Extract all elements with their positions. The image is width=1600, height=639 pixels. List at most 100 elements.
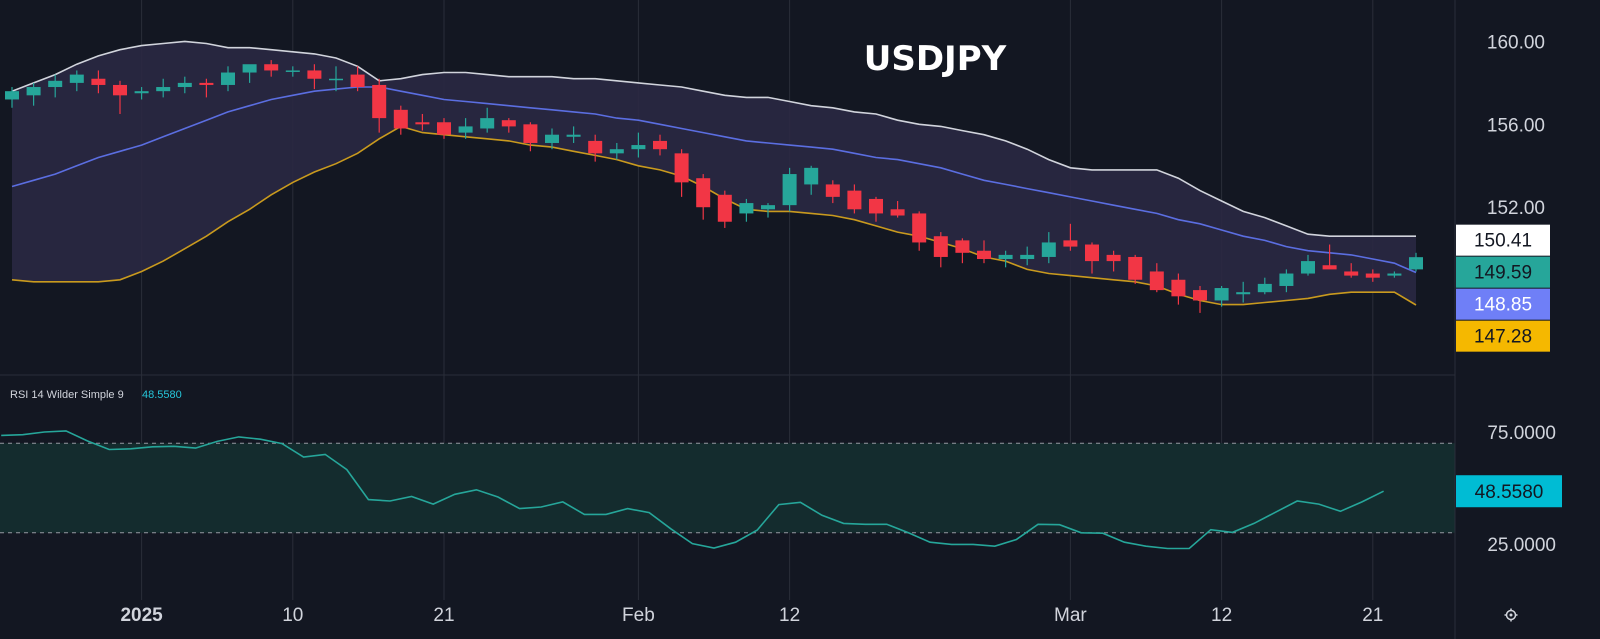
candle[interactable] bbox=[5, 87, 19, 108]
candle[interactable] bbox=[350, 66, 365, 92]
candle[interactable] bbox=[588, 134, 603, 162]
bollinger-band-area bbox=[12, 41, 1416, 306]
candle[interactable] bbox=[221, 66, 235, 92]
candle[interactable] bbox=[1020, 246, 1035, 266]
candle[interactable] bbox=[458, 118, 473, 139]
settings-gear-icon[interactable] bbox=[1504, 608, 1518, 622]
candle-body bbox=[1214, 288, 1229, 301]
candle[interactable] bbox=[739, 198, 754, 222]
price-badge-label: 147.28 bbox=[1474, 327, 1532, 348]
candle[interactable] bbox=[1279, 269, 1294, 293]
candle[interactable] bbox=[653, 134, 667, 156]
candle-body bbox=[242, 64, 257, 73]
candle[interactable] bbox=[912, 211, 927, 251]
candle[interactable] bbox=[1301, 254, 1315, 276]
candle[interactable] bbox=[1063, 223, 1078, 251]
candle[interactable] bbox=[1171, 273, 1186, 305]
candle[interactable] bbox=[501, 118, 516, 133]
candle[interactable] bbox=[26, 82, 41, 106]
candle[interactable] bbox=[804, 165, 819, 195]
candle[interactable] bbox=[415, 113, 430, 131]
candle[interactable] bbox=[1128, 254, 1143, 284]
candle-body bbox=[847, 190, 862, 210]
candle[interactable] bbox=[1041, 232, 1056, 264]
rsi-legend-value: 48.5580 bbox=[142, 389, 182, 401]
candle[interactable] bbox=[1106, 250, 1121, 272]
candle-body bbox=[1041, 242, 1056, 257]
price-badge-label: 150.41 bbox=[1474, 231, 1532, 252]
candle-body bbox=[437, 122, 451, 135]
candle-body bbox=[1409, 257, 1423, 270]
candle-body bbox=[1365, 273, 1380, 278]
rsi-line bbox=[1, 430, 1384, 550]
candle[interactable] bbox=[156, 78, 171, 98]
rsi-axis-labels: 75.0000 25.0000 48.5580 bbox=[1456, 423, 1562, 556]
candle[interactable] bbox=[545, 128, 559, 150]
price-tick-label: 160.00 bbox=[1487, 32, 1545, 53]
candle[interactable] bbox=[1409, 252, 1423, 272]
candle[interactable] bbox=[437, 118, 451, 139]
candle-body bbox=[912, 213, 927, 243]
rsi-current-badge bbox=[1456, 475, 1562, 508]
candle[interactable] bbox=[285, 66, 300, 77]
candle[interactable] bbox=[69, 70, 84, 92]
candle[interactable] bbox=[890, 201, 905, 218]
candle[interactable] bbox=[847, 184, 862, 214]
candle[interactable] bbox=[977, 240, 991, 264]
candle[interactable] bbox=[91, 70, 106, 94]
candle-body bbox=[1387, 273, 1402, 276]
candle[interactable] bbox=[1193, 285, 1207, 313]
candle-body bbox=[156, 87, 171, 92]
candle[interactable] bbox=[933, 232, 948, 268]
time-tick-label: Mar bbox=[1054, 605, 1087, 626]
candle[interactable] bbox=[631, 132, 646, 158]
candle[interactable] bbox=[955, 238, 970, 264]
price-tick-label: 152.00 bbox=[1487, 198, 1545, 219]
candle[interactable] bbox=[199, 78, 214, 98]
candle[interactable] bbox=[307, 64, 322, 90]
candle[interactable] bbox=[869, 196, 883, 222]
candle-body bbox=[1322, 265, 1337, 270]
rsi-pane[interactable] bbox=[0, 430, 1455, 550]
candle[interactable] bbox=[134, 87, 149, 100]
candle[interactable] bbox=[480, 107, 495, 133]
time-tick-label: 2025 bbox=[120, 605, 163, 626]
candle[interactable] bbox=[674, 149, 689, 197]
candle[interactable] bbox=[717, 190, 732, 228]
candle-body bbox=[285, 70, 300, 72]
price-badge-label: 149.59 bbox=[1474, 263, 1532, 284]
candle[interactable] bbox=[393, 105, 408, 135]
candle[interactable] bbox=[113, 80, 127, 114]
candle-body bbox=[480, 118, 495, 129]
candle[interactable] bbox=[566, 126, 581, 143]
candle[interactable] bbox=[782, 167, 797, 212]
candle[interactable] bbox=[1214, 285, 1229, 307]
candle[interactable] bbox=[696, 174, 711, 220]
candle[interactable] bbox=[177, 76, 192, 94]
candle[interactable] bbox=[761, 203, 775, 218]
price-badge: 149.59 bbox=[1456, 256, 1550, 288]
candle[interactable] bbox=[523, 122, 538, 152]
candle[interactable] bbox=[242, 64, 257, 83]
time-axis-labels: 2025 10 21 Feb 12 Mar 12 21 bbox=[120, 605, 1383, 626]
candlestick-series[interactable] bbox=[5, 60, 1423, 313]
candle[interactable] bbox=[1149, 263, 1164, 293]
candle[interactable] bbox=[48, 74, 63, 98]
candle-body bbox=[955, 240, 970, 253]
candle[interactable] bbox=[609, 142, 624, 160]
candle-body bbox=[653, 140, 667, 150]
candle[interactable] bbox=[1085, 242, 1099, 274]
candle[interactable] bbox=[998, 250, 1013, 268]
candle[interactable] bbox=[264, 60, 279, 77]
candle[interactable] bbox=[1257, 277, 1272, 295]
candle[interactable] bbox=[372, 78, 387, 133]
candle[interactable] bbox=[329, 66, 343, 92]
candle[interactable] bbox=[1387, 271, 1402, 278]
rsi-tick-label: 75.0000 bbox=[1487, 423, 1556, 444]
candle[interactable] bbox=[1322, 244, 1337, 270]
candle[interactable] bbox=[825, 180, 840, 204]
candle[interactable] bbox=[1344, 263, 1359, 278]
candle[interactable] bbox=[1365, 269, 1380, 282]
candle[interactable] bbox=[1236, 281, 1251, 303]
